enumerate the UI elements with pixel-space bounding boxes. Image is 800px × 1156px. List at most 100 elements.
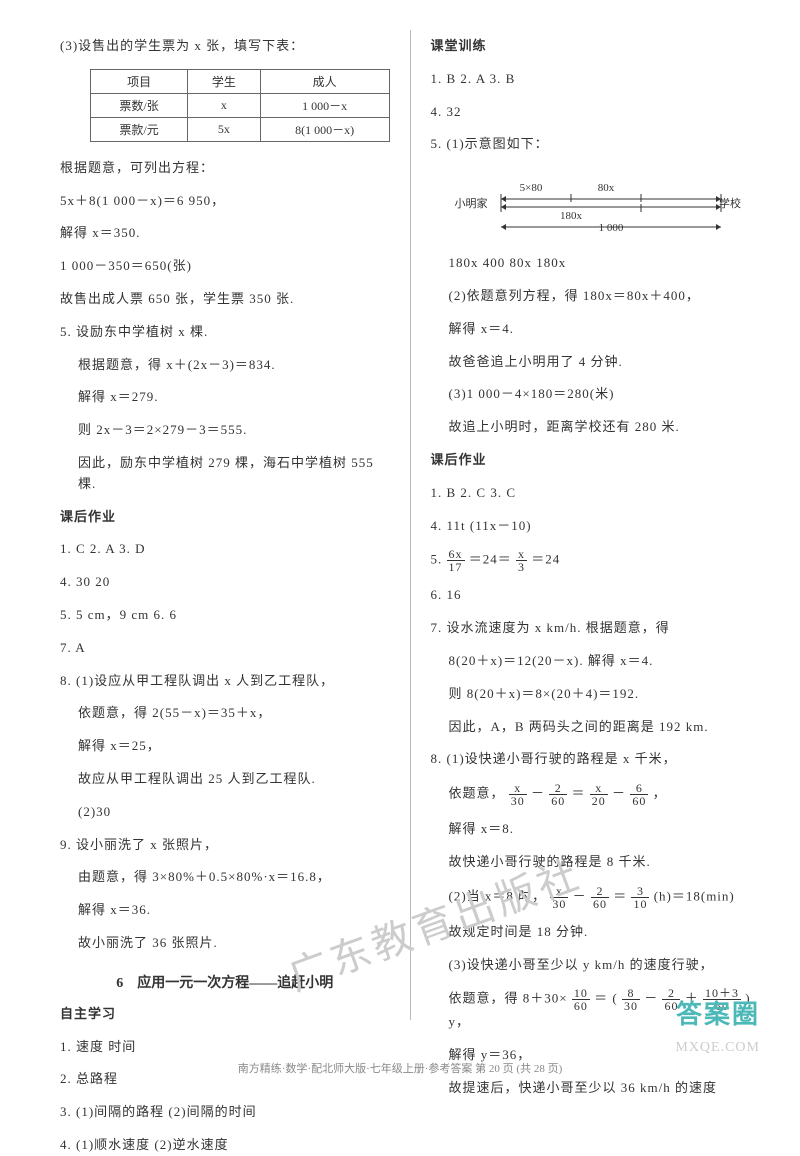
text: 故售出成人票 650 张，学生票 350 张. [60, 289, 390, 310]
text: 5. (1)示意图如下： [431, 134, 761, 155]
text: 故小丽洗了 36 张照片. [78, 933, 390, 954]
left-column: (3)设售出的学生票为 x 张，填写下表： 项目 学生 成人 票数/张 x 1 … [60, 30, 410, 1020]
svg-text:1 000: 1 000 [598, 222, 623, 234]
text: 180x 400 80x 180x [449, 253, 761, 274]
text: 8(20＋x)＝12(20－x). 解得 x＝4. [449, 651, 761, 672]
text: 解得 x＝25， [78, 736, 390, 757]
text: 1. C 2. A 3. D [60, 539, 390, 560]
fraction: x20 [590, 782, 608, 807]
op: － [644, 991, 658, 1006]
text: 4. 30 20 [60, 572, 390, 593]
text: (3)设售出的学生票为 x 张，填写下表： [60, 36, 390, 57]
page-footer: 南方精练·数学·配北师大版·七年级上册·参考答案 第 20 页 (共 28 页) [0, 1060, 800, 1076]
subheading: 课堂训练 [431, 36, 761, 57]
text: 5x＋8(1 000－x)＝6 950， [60, 191, 390, 212]
th: 项目 [91, 69, 188, 93]
td: x [188, 93, 260, 117]
text: 由题意，得 3×80%＋0.5×80%·x＝16.8， [78, 867, 390, 888]
text: (3)设快递小哥至少以 y km/h 的速度行驶， [449, 955, 761, 976]
text: (2)30 [78, 802, 390, 823]
text: 解得 x＝8. [449, 819, 761, 840]
text: 则 8(20＋x)＝8×(20＋4)＝192. [449, 684, 761, 705]
text: 6. 16 [431, 585, 761, 606]
op: ＝24 [531, 552, 560, 567]
fraction: 260 [549, 782, 567, 807]
text: 3. (1)间隔的路程 (2)间隔的时间 [60, 1102, 390, 1123]
paren: ( [612, 991, 617, 1006]
distance-diagram: 5×80 80x 180x 1 000 小明家 学校 [441, 169, 761, 239]
th: 学生 [188, 69, 260, 93]
td: 1 000－x [260, 93, 389, 117]
text: 解得 x＝350. [60, 223, 390, 244]
text: 4. (1)顺水速度 (2)逆水速度 [60, 1135, 390, 1156]
text: 1 000－350＝650(张) [60, 256, 390, 277]
fraction: x30 [509, 782, 527, 807]
fraction: 260 [591, 885, 609, 910]
section-title: 6 应用一元一次方程——追赶小明 [60, 972, 390, 992]
text: 7. A [60, 638, 390, 659]
text: 5. 设励东中学植树 x 棵. [60, 322, 390, 343]
text: 5. 5 cm，9 cm 6. 6 [60, 605, 390, 626]
svg-text:80x: 80x [597, 182, 614, 194]
label: 依题意，得 8＋30× [449, 991, 568, 1006]
text: 故应从甲工程队调出 25 人到乙工程队. [78, 769, 390, 790]
text: 7. 设水流速度为 x km/h. 根据题意，得 [431, 618, 761, 639]
label: (h)＝18(min) [654, 888, 735, 903]
text: 5. 6x17 ＝24＝ x3 ＝24 [431, 548, 761, 573]
text: (2)当 x＝8 时， x30 － 260 ＝ 310 (h)＝18(min) [449, 885, 761, 910]
label: 5. [431, 552, 447, 567]
label: 依题意， [449, 786, 505, 801]
td: 票数/张 [91, 93, 188, 117]
th: 成人 [260, 69, 389, 93]
text: 依题意， x30 － 260 ＝ x20 － 660 ， [449, 782, 761, 807]
text: (2)依题意列方程，得 180x＝80x＋400， [449, 286, 761, 307]
td: 8(1 000－x) [260, 117, 389, 141]
text: 4. 11t (11x－10) [431, 516, 761, 537]
text: 解得 x＝36. [78, 900, 390, 921]
text: 则 2x－3＝2×279－3＝555. [78, 420, 390, 441]
right-column: 课堂训练 1. B 2. A 3. B 4. 32 5. (1)示意图如下： 5… [410, 30, 761, 1020]
text: 1. 速度 时间 [60, 1037, 390, 1058]
subheading: 自主学习 [60, 1004, 390, 1025]
td: 5x [188, 117, 260, 141]
svg-text:小明家: 小明家 [454, 196, 487, 210]
diagram-svg: 5×80 80x 180x 1 000 小明家 学校 [441, 169, 741, 239]
fraction: 830 [622, 987, 640, 1012]
text: 9. 设小丽洗了 x 张照片， [60, 835, 390, 856]
text: 因此，A，B 两码头之间的距离是 192 km. [449, 717, 761, 738]
text: 故快递小哥行驶的路程是 8 千米. [449, 852, 761, 873]
label: y， [449, 1014, 471, 1029]
svg-text:180x: 180x [560, 210, 583, 222]
watermark-url: MXQE.COM [675, 1040, 760, 1056]
watermark-site: 答案圈 [676, 994, 760, 1031]
text: 根据题意，得 x＋(2x－3)＝834. [78, 355, 390, 376]
text: 1. B 2. A 3. B [431, 69, 761, 90]
text: 因此，励东中学植树 279 棵，海石中学植树 555 棵. [78, 453, 390, 495]
subheading: 课后作业 [60, 507, 390, 528]
fraction: 660 [630, 782, 648, 807]
text: 1. B 2. C 3. C [431, 483, 761, 504]
text: 故爸爸追上小明用了 4 分钟. [449, 352, 761, 373]
td: 票款/元 [91, 117, 188, 141]
subheading: 课后作业 [431, 450, 761, 471]
op: ＝ [613, 888, 627, 903]
text: 8. (1)设快递小哥行驶的路程是 x 千米， [431, 749, 761, 770]
fraction: x3 [516, 548, 527, 573]
text: 解得 x＝4. [449, 319, 761, 340]
svg-text:学校: 学校 [719, 196, 741, 210]
text: (3)1 000－4×180＝280(米) [449, 384, 761, 405]
text: 4. 32 [431, 102, 761, 123]
op: － [531, 786, 545, 801]
op: － [612, 786, 626, 801]
op: － [573, 888, 587, 903]
text: 解得 x＝279. [78, 387, 390, 408]
op: ＝ [572, 786, 586, 801]
text: 故追上小明时，距离学校还有 280 米. [449, 417, 761, 438]
fraction: 6x17 [447, 548, 465, 573]
text: 依题意，得 2(55－x)＝35＋x， [78, 703, 390, 724]
student-table: 项目 学生 成人 票数/张 x 1 000－x 票款/元 5x 8(1 000－… [90, 69, 390, 142]
svg-text:5×80: 5×80 [519, 182, 542, 194]
label: (2)当 x＝8 时， [449, 888, 547, 903]
fraction: 1060 [572, 987, 590, 1012]
text: 根据题意，可列出方程： [60, 158, 390, 179]
